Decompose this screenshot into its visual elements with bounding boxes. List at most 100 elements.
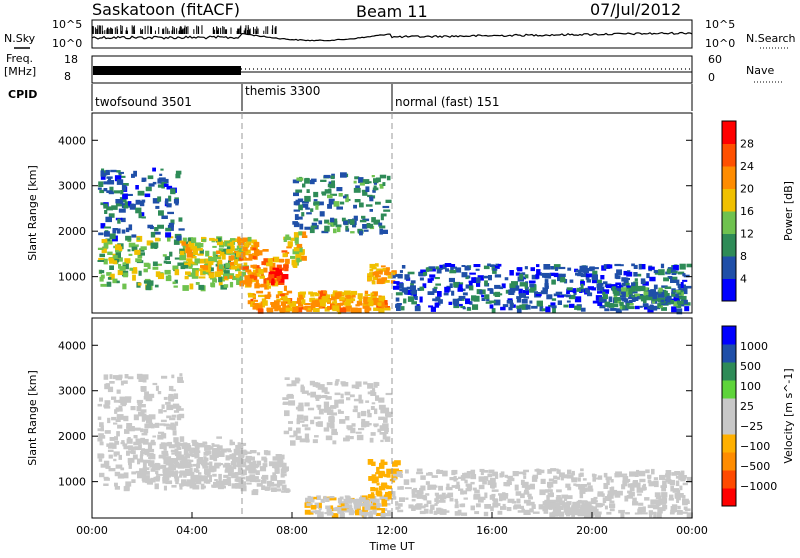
power-cell [115,252,121,258]
velocity-cell [104,430,111,434]
power-cell [631,291,638,294]
power-cell [581,307,586,312]
velocity-cell [615,471,622,475]
power-cell [230,238,236,241]
power-cell [555,291,563,295]
velocity-cell [564,509,568,513]
velocity-cell [439,494,446,498]
power-cell [495,263,500,266]
power-cell [321,192,327,196]
power-cell [653,269,659,274]
time-axis: 00:00 04:00 08:00 12:00 16:00 20:00 00:00 [76,512,708,537]
velocity-cell [532,511,540,514]
velocity-cell [514,484,519,491]
velocity-cell [605,476,612,481]
velocity-cell [378,404,386,410]
power-cell [355,185,360,191]
velocity-cell [497,510,503,515]
power-cell [613,297,621,301]
power-cell [165,261,171,264]
velocity-cell [159,423,166,426]
power-cell [680,288,688,295]
velocity-cell [200,483,205,490]
velocity-cell [380,511,386,518]
power-cell [379,183,384,189]
velocity-cell [416,471,424,475]
power-cell [585,273,593,278]
power-cell [222,253,226,260]
power-cell [423,272,428,276]
velocity-cell [146,453,152,457]
velocity-cell [186,479,191,482]
velocity-cell [290,440,296,446]
velocity-cell [174,448,179,454]
power-cell [282,253,288,258]
velocity-cell [188,459,194,463]
power-cell [153,231,161,235]
velocity-cell [460,475,466,481]
velocity-cell [230,441,235,445]
velocity-cell [240,449,247,453]
velocity-cell [460,512,468,516]
power-cell [685,285,692,289]
power-cell [191,276,199,279]
velocity-cell [312,439,318,444]
velocity-cell [372,387,376,392]
velocity-cell [429,509,433,514]
velocity-cell [268,481,275,487]
velocity-cell [163,485,167,491]
velocity-cell [191,471,195,475]
power-cell [236,263,242,269]
power-cell [287,298,291,304]
velocity-cell [166,415,172,419]
velocity-cell [325,435,333,441]
power-cell [523,296,529,299]
power-cell [369,196,374,202]
velocity-cell [193,468,199,472]
velocity-cell [493,498,499,503]
power-cell [108,177,112,183]
velocity-cell [187,481,193,486]
power-cell [198,284,205,290]
power-cell [116,179,124,185]
velocity-cell [683,506,688,510]
velocity-cell [642,483,646,487]
power-cell [381,229,388,234]
power-cell [186,253,194,258]
power-cell [106,239,113,245]
velocity-cell [341,382,349,387]
velocity-cell [160,419,167,423]
power-cell [531,305,538,309]
power-cell [619,284,624,288]
velocity-cell [205,479,211,484]
power-cell [411,301,417,305]
power-cell [679,263,686,270]
velocity-cell [568,507,574,512]
velocity-cell [301,390,309,394]
velocity-cell [540,478,546,484]
power-cell [349,219,355,225]
velocity-cell [147,444,153,450]
power-cell [615,288,621,291]
velocity-cell [350,427,356,434]
power-cell [245,279,253,284]
power-cell [630,295,635,299]
velocity-cell [622,480,626,487]
velocity-cell [113,452,118,457]
power-cell [499,286,504,290]
velocity-cell [126,450,132,454]
power-cell [223,270,230,274]
velocity-cell [100,435,106,439]
power-cell [330,217,335,223]
power-cell [117,269,123,276]
velocity-cell [286,383,292,387]
power-cell [132,244,139,247]
power-cell [658,302,662,307]
velocity-cell [346,425,353,429]
velocity-cell [268,461,275,467]
velocity-cell [361,421,367,428]
power-cell [108,191,114,195]
velocity-cell [224,462,230,466]
power-cell [237,236,241,243]
velocity-cell [211,451,218,457]
